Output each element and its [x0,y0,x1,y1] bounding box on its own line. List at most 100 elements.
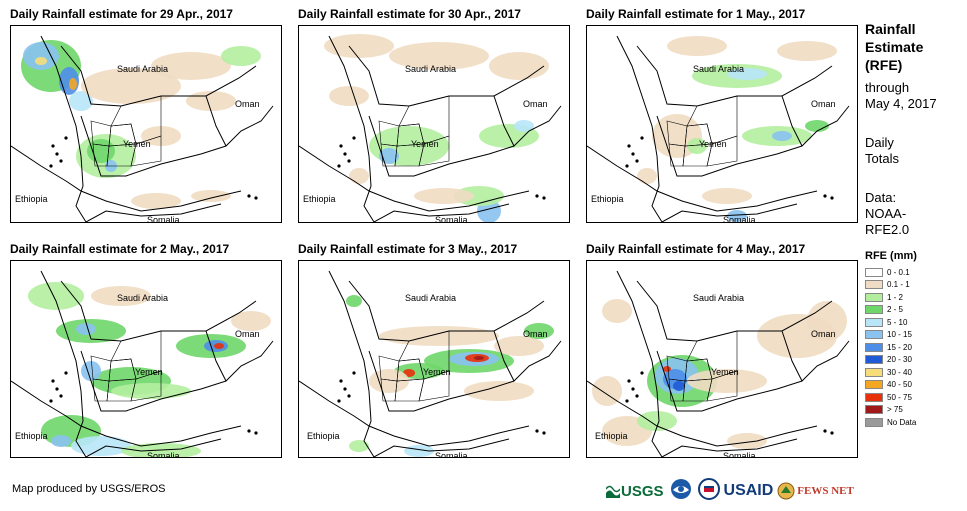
usaid-seal-icon [697,477,720,500]
island [542,431,546,435]
legend-label: 30 - 40 [887,367,912,377]
sidebar-title: Rainfall Estimate (RFE) [865,20,965,74]
country-border [85,203,222,222]
rainfall-area [369,369,409,393]
sidebar-title-line: Rainfall [865,21,916,37]
island [347,394,351,398]
country-border [616,35,663,222]
country-border [11,145,242,212]
island [830,431,834,435]
island [59,159,63,163]
rainfall-area [324,34,394,58]
rainfall-area [687,369,767,393]
island [339,379,343,383]
country-border [205,95,274,147]
rainfall-area [772,131,792,141]
sidebar-daily-totals: Daily Totals [865,135,965,167]
panel-title: Daily Rainfall estimate for 30 Apr., 201… [298,7,521,21]
legend-label: 15 - 20 [887,342,912,352]
legend-item: > 75 [865,404,965,417]
sidebar-data-label: Data: [865,190,897,205]
island [627,144,631,148]
rainfall-area [111,383,191,399]
rainfall-area [602,299,632,323]
legend-swatch [865,330,883,340]
fews-net-logo: FEWS NET [777,482,854,500]
governorate-border [110,330,162,380]
island [631,387,635,391]
rainfall-area [667,36,727,56]
rainfall-area [727,433,767,449]
rainfall-map-graphic [299,270,562,457]
rainfall-map: Saudi Arabia Oman Yemen Ethiopia Somalia [298,260,570,458]
sidebar-period: through May 4, 2017 [865,80,965,112]
rainfall-area [191,190,231,202]
rainfall-area [464,381,534,401]
legend-label: 0 - 0.1 [887,267,910,277]
country-border [587,145,818,212]
noaa-logo [670,478,692,505]
rainfall-area [489,52,549,80]
legend-swatch [865,367,883,377]
rainfall-area [51,435,71,447]
legend-item: 40 - 50 [865,379,965,392]
country-border [373,203,510,222]
country-border [40,270,87,457]
island [535,194,539,198]
legend-item: 30 - 40 [865,366,965,379]
usgs-logo-text: USGS [621,482,664,500]
legend-item: 0.1 - 1 [865,279,965,292]
sidebar-data-source: Data: NOAA- RFE2.0 [865,190,965,238]
island [337,399,341,403]
island [49,164,53,168]
label-ethiopia: Ethiopia [591,194,624,204]
rainfall-area [414,188,474,204]
island [55,387,59,391]
partner-logos: USGS USAID FEWS NET [606,477,854,505]
country-border [781,330,850,382]
label-somalia: Somalia [723,215,756,223]
legend-label: 40 - 50 [887,380,912,390]
rainfall-map: Saudi Arabia Oman Yemen Ethiopia Somalia [586,25,858,223]
panel-title: Daily Rainfall estimate for 29 Apr., 201… [10,7,233,21]
country-border [587,380,818,447]
label-saudi-arabia: Saudi Arabia [405,293,457,303]
map-credit: Map produced by USGS/EROS [12,483,166,495]
label-yemen: Yemen [711,367,739,377]
sidebar-totals: Totals [865,151,899,166]
legend-swatch [865,280,883,290]
rainfall-area [777,41,837,61]
island [254,431,258,435]
island [625,399,629,403]
rainfall-area [514,120,534,132]
rainfall-area [592,376,622,406]
rainfall-area [214,343,224,349]
rainfall-area [727,210,747,222]
rainfall-area [687,138,707,154]
label-oman: Oman [811,329,836,339]
governorate-border [398,95,450,145]
country-border [80,115,227,177]
rainfall-area [702,188,752,204]
island [542,196,546,200]
island [635,394,639,398]
legend-swatch [865,417,883,427]
sidebar-through: through [865,80,910,95]
label-oman: Oman [235,99,260,109]
island [535,429,539,433]
island [51,144,55,148]
legend-label: No Data [887,417,917,427]
label-oman: Oman [523,99,548,109]
rainfall-area [524,323,554,339]
rainfall-map-graphic [587,270,850,457]
island [337,164,341,168]
legend-item: No Data [865,416,965,429]
legend-label: 0.1 - 1 [887,280,910,290]
label-ethiopia: Ethiopia [595,431,628,441]
rainfall-area [673,381,685,391]
rainfall-area [637,411,677,431]
legend-swatch [865,355,883,365]
rainfall-area [637,168,657,184]
label-somalia: Somalia [723,451,756,458]
rainfall-area [69,91,93,111]
